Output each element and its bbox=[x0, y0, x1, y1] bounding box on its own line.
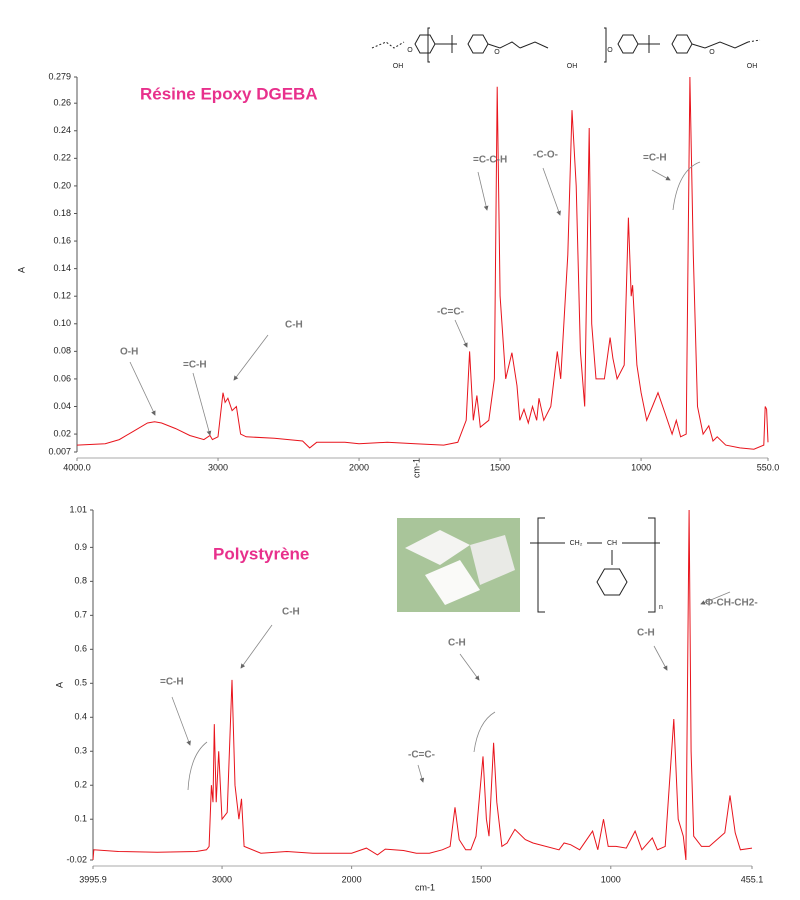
y-tick-label: 0.2 bbox=[74, 780, 87, 790]
y-tick-label: 0.18 bbox=[53, 208, 71, 218]
y-tick-label: 0.007 bbox=[48, 446, 71, 456]
y-tick-label: 0.10 bbox=[53, 318, 71, 328]
annotation: =C-C-H bbox=[473, 155, 507, 166]
annotation: -C=C- bbox=[408, 750, 435, 761]
structure-label: O bbox=[407, 47, 413, 54]
y-tick-label: 0.12 bbox=[53, 291, 71, 301]
annotation-arrow bbox=[651, 169, 671, 181]
x-tick-label: 4000.0 bbox=[63, 462, 91, 472]
annotation: Φ-CH-CH2- bbox=[705, 598, 758, 609]
annotation: C-H bbox=[282, 607, 300, 618]
x-axis-label: cm-1 bbox=[411, 458, 421, 478]
y-tick-label: 0.8 bbox=[74, 576, 87, 586]
x-tick-label: 2000 bbox=[342, 874, 362, 884]
x-axis-label: cm-1 bbox=[415, 882, 435, 892]
y-tick-label: 0.08 bbox=[53, 346, 71, 356]
y-tick-label: 0.1 bbox=[74, 814, 87, 824]
annotation: C-H bbox=[448, 638, 466, 649]
annotation: -C=C- bbox=[437, 307, 464, 318]
foam-photo bbox=[397, 518, 520, 612]
structure-label: CH₂ bbox=[570, 540, 583, 547]
y-axis-label: A bbox=[54, 682, 64, 688]
annotation-arrow bbox=[171, 696, 191, 746]
x-tick-label: 550.0 bbox=[757, 462, 780, 472]
annotation-arrow bbox=[129, 361, 156, 416]
annotation-arrow bbox=[417, 764, 425, 783]
y-tick-label: 0.02 bbox=[53, 428, 71, 438]
y-tick-label: 0.16 bbox=[53, 235, 71, 245]
spectrum-line bbox=[76, 76, 769, 450]
y-tick-label: 0.7 bbox=[74, 610, 87, 620]
spectrum-line bbox=[92, 509, 753, 861]
annotation-arc bbox=[672, 161, 701, 211]
y-tick-label: 0.9 bbox=[74, 542, 87, 552]
polystyrene-structure bbox=[530, 517, 660, 613]
x-tick-label: 1000 bbox=[631, 462, 651, 472]
x-tick-label: 1500 bbox=[471, 874, 491, 884]
annotation-arrow bbox=[542, 167, 561, 216]
annotation-arrow bbox=[454, 319, 468, 348]
y-axis-label: A bbox=[16, 267, 26, 273]
y-tick-label: 0.22 bbox=[53, 153, 71, 163]
y-tick-label: 0.26 bbox=[53, 98, 71, 108]
y-tick-label: 0.6 bbox=[74, 644, 87, 654]
annotation: C-H bbox=[637, 628, 655, 639]
structure-label: CH bbox=[607, 540, 617, 547]
structure-label: n bbox=[659, 604, 663, 611]
y-tick-label: 0.279 bbox=[48, 71, 71, 81]
y-tick-label: 0.14 bbox=[53, 263, 71, 273]
x-tick-label: 3995.9 bbox=[79, 874, 107, 884]
chart-title: Résine Epoxy DGEBA bbox=[140, 84, 318, 103]
annotation-arrow bbox=[233, 334, 269, 381]
structure-label: O bbox=[494, 49, 500, 56]
annotation-arrow bbox=[192, 372, 212, 436]
x-tick-label: 1000 bbox=[601, 874, 621, 884]
x-tick-label: 1500 bbox=[490, 462, 510, 472]
annotation: =C-H bbox=[160, 677, 184, 688]
annotation-arrow bbox=[700, 591, 731, 605]
annotation: =C-H bbox=[643, 153, 667, 164]
annotation-arrow bbox=[459, 653, 480, 681]
y-tick-label: 0.4 bbox=[74, 712, 87, 722]
annotation: -C-O- bbox=[533, 150, 558, 161]
annotation-arc bbox=[187, 741, 208, 791]
annotation-arrow bbox=[477, 171, 489, 211]
structure-label: O bbox=[709, 49, 715, 56]
y-tick-label: 0.24 bbox=[53, 125, 71, 135]
x-tick-label: 3000 bbox=[208, 462, 228, 472]
y-tick-label: -0.02 bbox=[66, 854, 87, 864]
annotation-arrow bbox=[653, 645, 668, 671]
y-tick-label: 0.5 bbox=[74, 678, 87, 688]
structure-label: OH bbox=[393, 63, 404, 70]
y-tick-label: 1.01 bbox=[69, 504, 87, 514]
annotation-arc bbox=[473, 711, 496, 753]
x-tick-label: 455.1 bbox=[741, 874, 764, 884]
structure-label: O bbox=[607, 47, 613, 54]
y-tick-label: 0.04 bbox=[53, 401, 71, 411]
annotation: O-H bbox=[120, 347, 138, 358]
x-tick-label: 2000 bbox=[349, 462, 369, 472]
chart-title: Polystyrène bbox=[213, 544, 309, 563]
annotation: =C-H bbox=[183, 360, 207, 371]
x-tick-label: 3000 bbox=[212, 874, 232, 884]
structure-label: OH bbox=[747, 63, 758, 70]
structure-label: OH bbox=[567, 63, 578, 70]
y-tick-label: 0.20 bbox=[53, 180, 71, 190]
y-tick-label: 0.3 bbox=[74, 746, 87, 756]
annotation: C-H bbox=[285, 320, 303, 331]
y-tick-label: 0.06 bbox=[53, 373, 71, 383]
annotation-arrow bbox=[240, 624, 273, 669]
dgeba-structure bbox=[371, 27, 761, 63]
